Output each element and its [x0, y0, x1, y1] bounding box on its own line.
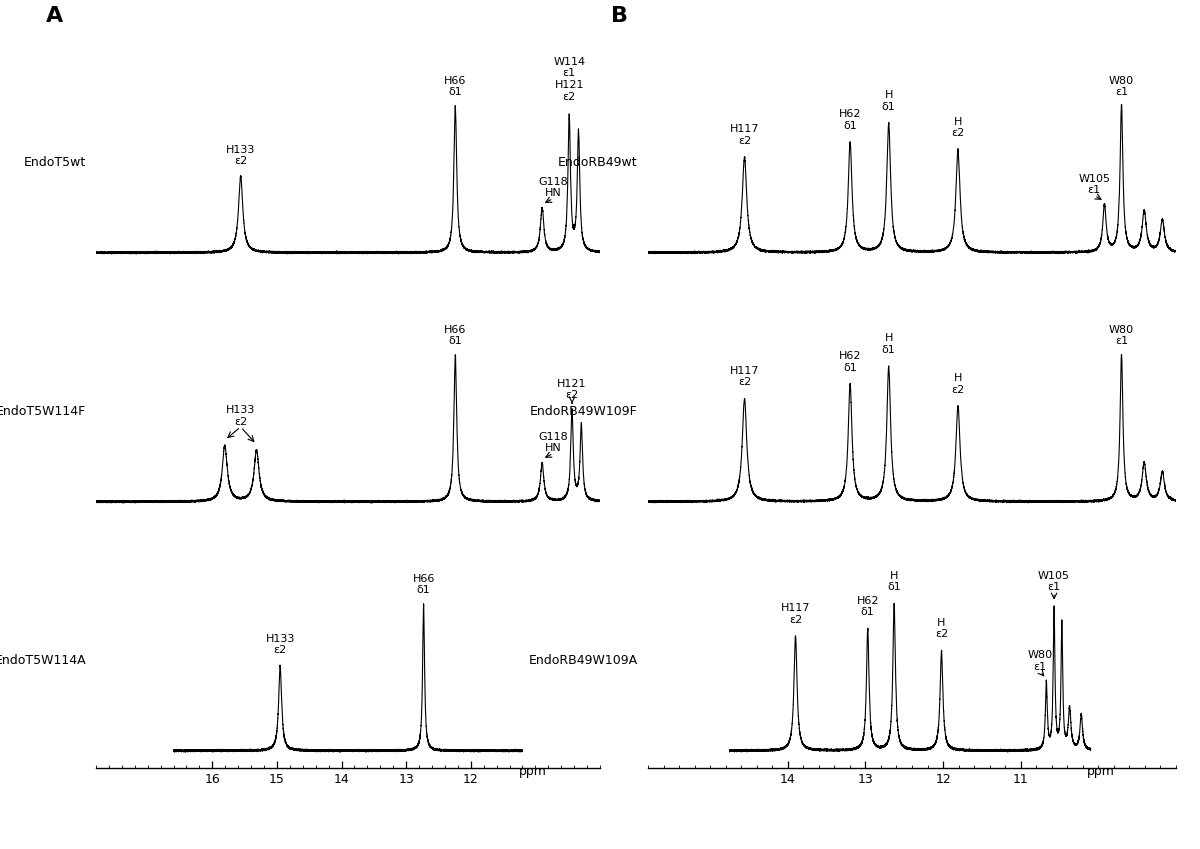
Text: B: B: [611, 6, 628, 25]
Text: H133
ε2: H133 ε2: [226, 144, 256, 166]
Text: ppm: ppm: [1087, 766, 1115, 779]
Text: W80
ε1: W80 ε1: [1027, 650, 1052, 672]
Text: H
δ1: H δ1: [887, 571, 901, 593]
Text: H
δ1: H δ1: [882, 90, 895, 112]
Text: W80
ε1: W80 ε1: [1109, 324, 1134, 346]
Text: H121
ε2: H121 ε2: [557, 379, 587, 401]
Text: H117
ε2: H117 ε2: [730, 124, 760, 145]
Text: EndoRB49wt: EndoRB49wt: [558, 155, 637, 168]
Text: H66
δ1: H66 δ1: [444, 324, 467, 346]
Text: H62
δ1: H62 δ1: [857, 596, 878, 617]
Text: H62
δ1: H62 δ1: [839, 351, 862, 373]
Text: W80
ε1: W80 ε1: [1109, 76, 1134, 97]
Text: H
ε2: H ε2: [935, 618, 948, 639]
Text: EndoRB49W109F: EndoRB49W109F: [529, 405, 637, 418]
Text: H117
ε2: H117 ε2: [781, 603, 810, 625]
Text: G118
HN: G118 HN: [539, 177, 569, 199]
Text: H62
δ1: H62 δ1: [839, 110, 862, 131]
Text: H
δ1: H δ1: [882, 334, 895, 355]
Text: H
ε2: H ε2: [952, 373, 965, 395]
Text: A: A: [46, 6, 62, 25]
Text: H133
ε2: H133 ε2: [226, 405, 256, 427]
Text: W105
ε1: W105 ε1: [1079, 174, 1110, 195]
Text: H66
δ1: H66 δ1: [444, 76, 467, 97]
Text: H66
δ1: H66 δ1: [413, 574, 434, 595]
Text: H
ε2: H ε2: [952, 116, 965, 138]
Text: W114
ε1
H121
ε2: W114 ε1 H121 ε2: [553, 57, 586, 102]
Text: EndoT5W114A: EndoT5W114A: [0, 654, 86, 666]
Text: EndoT5wt: EndoT5wt: [24, 155, 86, 168]
Text: ppm: ppm: [520, 766, 547, 779]
Text: G118
HN: G118 HN: [539, 431, 569, 453]
Text: EndoRB49W109A: EndoRB49W109A: [528, 654, 637, 666]
Text: H133
ε2: H133 ε2: [265, 634, 295, 655]
Text: H117
ε2: H117 ε2: [730, 366, 760, 387]
Text: W105
ε1: W105 ε1: [1038, 571, 1070, 593]
Text: EndoT5W114F: EndoT5W114F: [0, 405, 86, 418]
